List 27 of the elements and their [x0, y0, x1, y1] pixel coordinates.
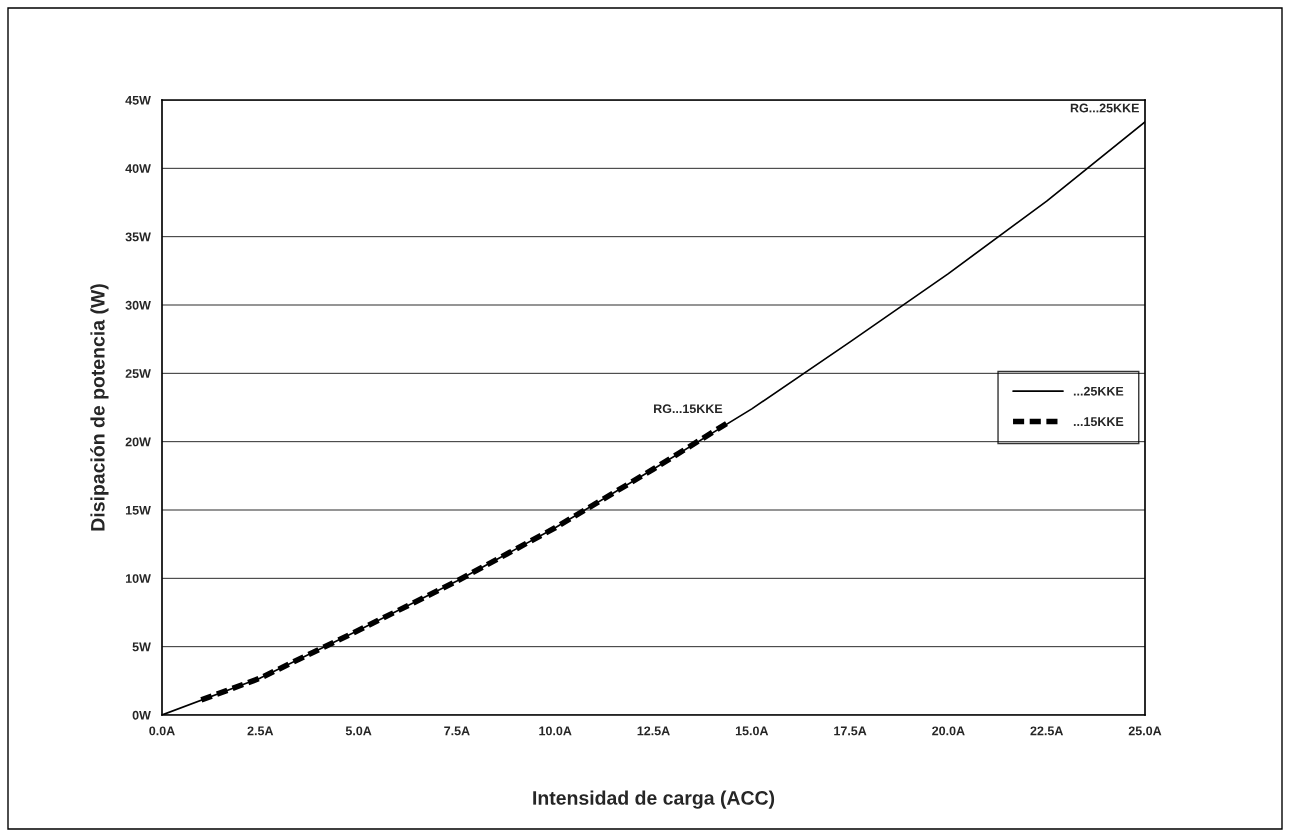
x-tick-label: 15.0A [735, 726, 769, 736]
legend-label: ...15KKE [1073, 417, 1124, 427]
annotation: RG...15KKE [654, 404, 723, 414]
y-tick-label: 40W [125, 164, 151, 173]
x-tick-label: 12.5A [637, 726, 670, 736]
x-tick-label: 20.0A [932, 726, 965, 736]
legend-label: ...25KKE [1073, 386, 1124, 396]
y-tick-label: 20W [125, 437, 151, 447]
x-tick-label: 22.5A [1030, 726, 1064, 736]
x-axis-title: Intensidad de carga (ACC) [533, 790, 775, 809]
x-tick-label: 2.5A [247, 726, 274, 736]
y-tick-label: 15W [125, 505, 151, 515]
y-axis-title: Disipación de potencia (W) [90, 284, 109, 531]
y-tick-label: 30W [125, 300, 151, 310]
y-tick-label: 5W [132, 642, 151, 652]
y-tick-label: 25W [125, 369, 151, 378]
annotation: RG...25KKE [1070, 103, 1139, 113]
x-tick-label: 25.0A [1128, 726, 1162, 736]
y-tick-label: 35W [125, 232, 151, 242]
x-tick-label: 5.0A [345, 726, 372, 736]
x-tick-label: 10.0A [539, 726, 572, 736]
x-tick-label: 7.5A [444, 726, 470, 736]
y-tick-label: 0W [132, 710, 151, 720]
y-tick-label: 45W [125, 95, 151, 105]
x-tick-label: 17.5A [834, 726, 867, 736]
x-tick-label: 0.0A [149, 726, 175, 736]
y-tick-label: 10W [125, 574, 151, 583]
